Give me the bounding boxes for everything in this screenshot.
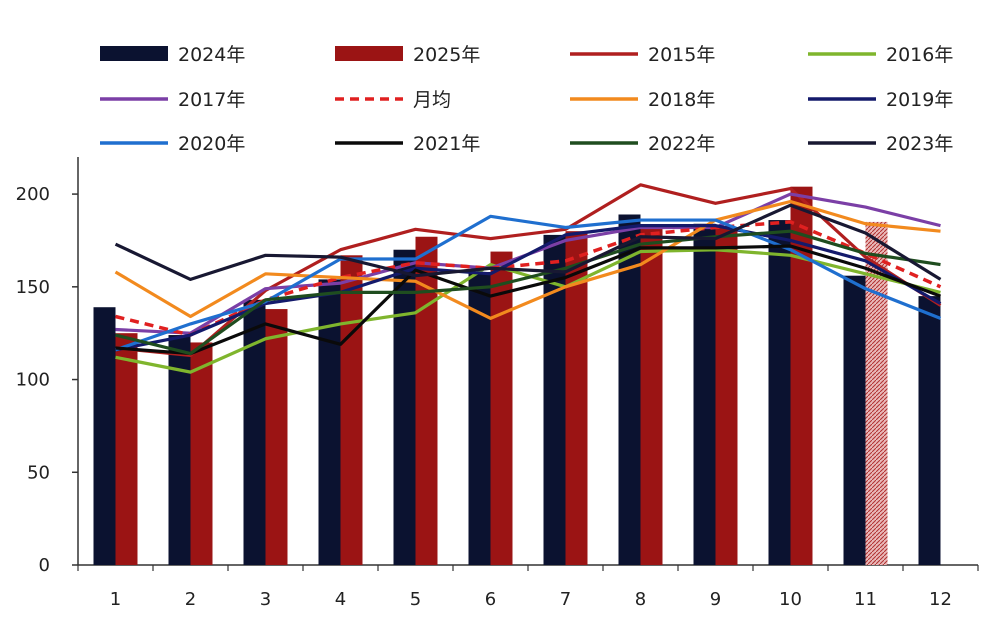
bar-2025年-7 xyxy=(565,231,588,565)
legend-label-2016年: 2016年 xyxy=(886,44,953,66)
bar-2024年-7 xyxy=(543,234,566,565)
legend-swatch-2025年 xyxy=(335,46,403,61)
bar-2025年-8 xyxy=(640,225,663,566)
bar-2024年-12 xyxy=(918,296,941,565)
lines xyxy=(114,183,942,374)
bar-2024年-5 xyxy=(393,249,416,565)
legend-label-2024年: 2024年 xyxy=(178,44,245,66)
x-tick-label: 3 xyxy=(260,589,271,610)
line-2023年 xyxy=(114,203,942,281)
bar-2025年-10 xyxy=(790,186,813,565)
legend-label-2015年: 2015年 xyxy=(648,44,715,66)
legend-label-2020年: 2020年 xyxy=(178,133,245,155)
y-tick-label: 200 xyxy=(16,184,50,205)
bar-2025年-6 xyxy=(490,251,513,565)
x-tick-label: 11 xyxy=(854,589,877,610)
x-tick-label: 1 xyxy=(110,589,121,610)
line-2020年 xyxy=(114,214,942,352)
bars xyxy=(93,186,941,566)
bar-2024年-10 xyxy=(768,220,791,565)
legend-swatch-2024年 xyxy=(100,46,168,61)
bar-2024年-11 xyxy=(843,275,866,565)
legend-label-月均: 月均 xyxy=(413,89,451,111)
legend-label-2021年: 2021年 xyxy=(413,133,480,155)
bar-2025年-5 xyxy=(415,236,438,565)
x-tick-label: 8 xyxy=(635,589,646,610)
legend-label-2017年: 2017年 xyxy=(178,89,245,111)
bar-2025年-4 xyxy=(340,255,363,566)
bar-2025年-2 xyxy=(190,342,213,565)
legend: 2024年 2025年 2015年 2016年 2017年 月均 2018年 2019年 202… xyxy=(100,44,953,155)
bar-2024年-6 xyxy=(468,271,491,565)
x-tick-label: 12 xyxy=(929,589,952,610)
line-2022年 xyxy=(115,229,941,356)
y-tick-label: 0 xyxy=(39,555,50,576)
y-tick-label: 50 xyxy=(27,462,50,483)
y-tick-label: 100 xyxy=(16,370,50,391)
x-tick-label: 4 xyxy=(335,589,346,610)
bar-2024年-4 xyxy=(318,279,341,565)
legend-label-2022年: 2022年 xyxy=(648,133,715,155)
legend-label-2018年: 2018年 xyxy=(648,89,715,111)
bar-2024年-1 xyxy=(93,307,116,565)
bar-2025年-1 xyxy=(115,333,138,565)
line-2016年 xyxy=(115,248,941,374)
line-2015年 xyxy=(115,183,942,358)
legend-label-2023年: 2023年 xyxy=(886,133,953,155)
x-tick-label: 2 xyxy=(185,589,196,610)
bar-2024年-2 xyxy=(168,335,191,565)
bar-2024年-8 xyxy=(618,214,641,565)
legend-label-2025年: 2025年 xyxy=(413,44,480,66)
x-tick-label: 9 xyxy=(710,589,721,610)
legend-label-2019年: 2019年 xyxy=(886,89,953,111)
y-tick-label: 150 xyxy=(16,277,50,298)
x-tick-label: 6 xyxy=(485,589,496,610)
x-tick-label: 10 xyxy=(779,589,802,610)
bar-2024年-3 xyxy=(243,299,266,565)
bar-2025年-3 xyxy=(265,309,288,565)
bar-2025年-9 xyxy=(715,227,738,566)
x-tick-label: 5 xyxy=(410,589,421,610)
bar-2024年-9 xyxy=(693,223,716,565)
x-tick-label: 7 xyxy=(560,589,571,610)
line-2018年 xyxy=(114,199,941,320)
line-月均 xyxy=(115,220,942,337)
bar-2025年-11 xyxy=(865,221,888,565)
line-2021年 xyxy=(115,244,942,356)
